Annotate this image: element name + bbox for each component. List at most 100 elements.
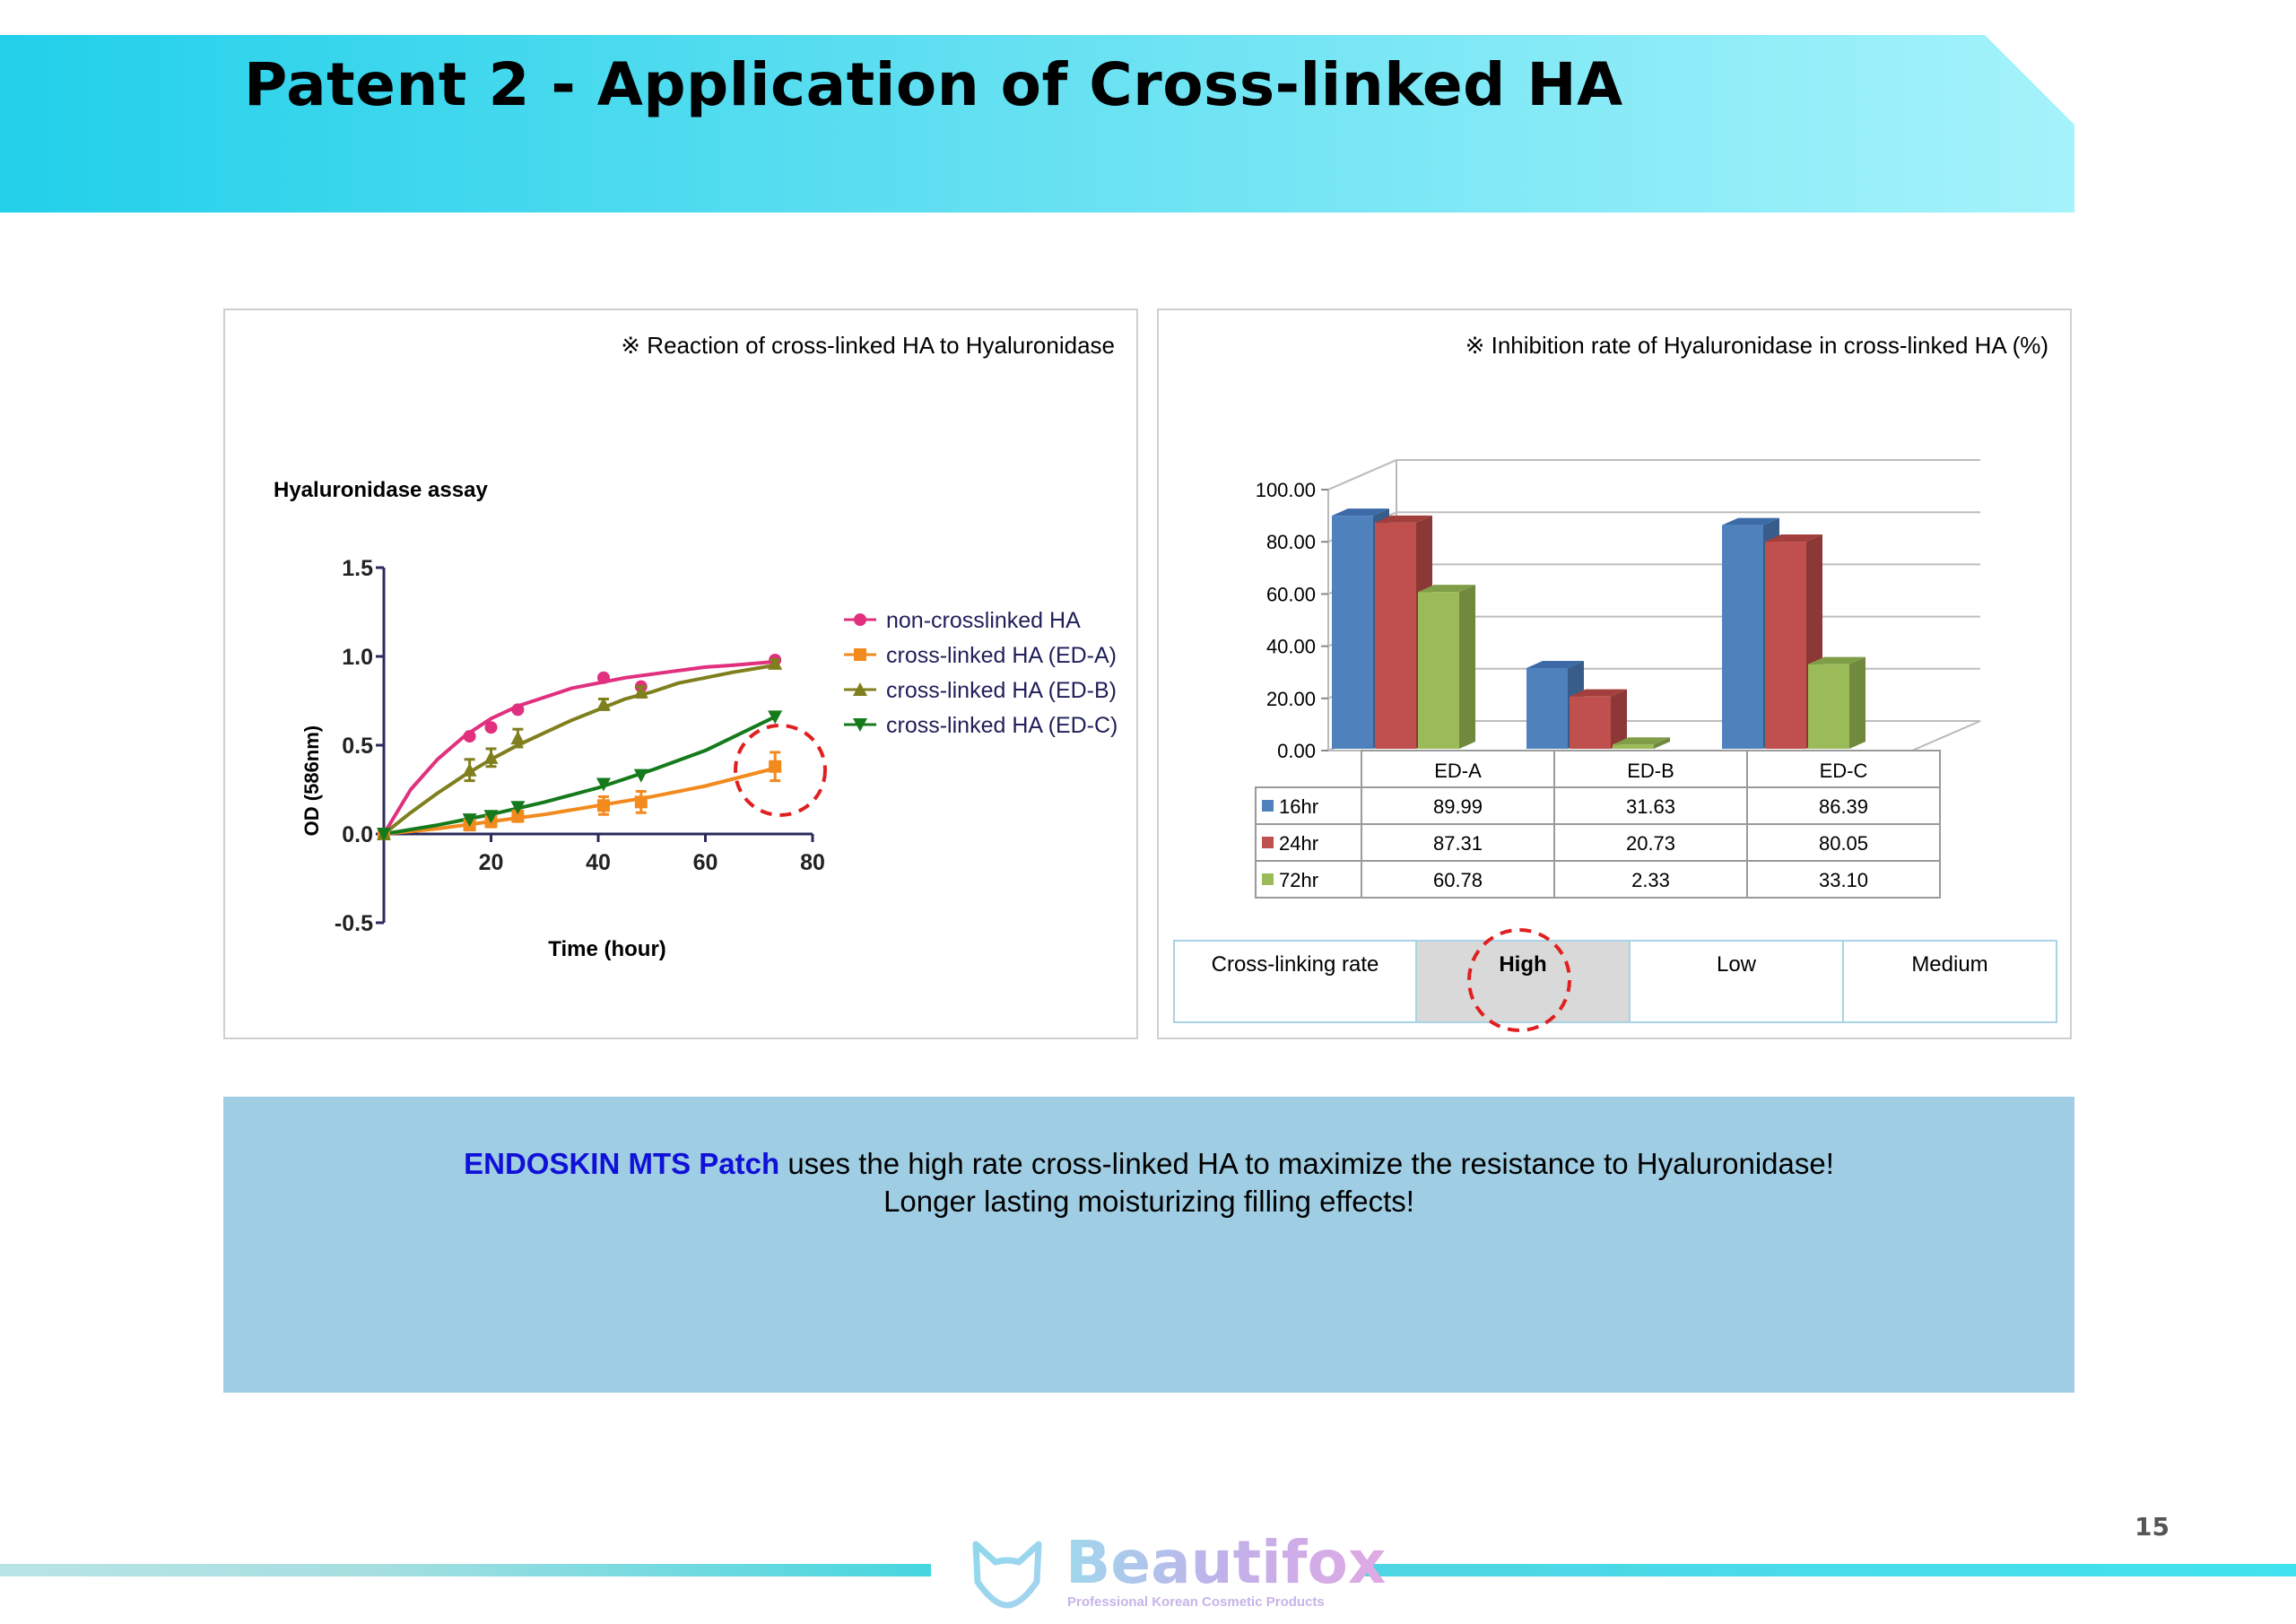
x-axis-label: Time (hour) xyxy=(548,937,666,961)
bar-72hr-ED-C xyxy=(1808,656,1866,749)
data-point xyxy=(769,760,782,773)
bar-top xyxy=(1526,660,1584,668)
table-header: ED-C xyxy=(1820,760,1868,782)
row-label: 72hr xyxy=(1279,869,1318,891)
panel-caption: ※ Inhibition rate of Hyaluronidase in cr… xyxy=(1465,332,2048,359)
legend-label: cross-linked HA (ED-B) xyxy=(886,678,1117,703)
crosslink-cell xyxy=(1629,940,1844,1023)
data-point xyxy=(596,697,611,711)
panel-caption: ※ Reaction of cross-linked HA to Hyaluro… xyxy=(621,332,1115,359)
data-point xyxy=(633,684,648,699)
bar-front xyxy=(1765,542,1806,749)
row-label: 16hr xyxy=(1279,795,1318,818)
data-point xyxy=(768,710,783,725)
y-tick-label: 80.00 xyxy=(1266,531,1316,553)
legend-label: cross-linked HA (ED-C) xyxy=(886,713,1118,738)
y-tick-label: -0.5 xyxy=(335,911,373,936)
crosslink-cell xyxy=(1173,940,1417,1023)
legend-swatch xyxy=(1262,873,1274,885)
bar-top xyxy=(1375,515,1432,523)
y-tick-label: 60.00 xyxy=(1266,583,1316,605)
data-point xyxy=(853,682,867,696)
table-cell xyxy=(1746,860,1941,899)
bar-front xyxy=(1332,516,1373,749)
table-value: 87.31 xyxy=(1433,832,1483,855)
crosslink-value: Medium xyxy=(1911,952,1987,977)
y-tick-label: 100.00 xyxy=(1256,479,1316,501)
y-axis: 0.00 20.00 40.00 60.00 80.00 100.00 xyxy=(1256,479,1328,762)
inhibition-rate-panel: ※ Inhibition rate of Hyaluronidase in cr… xyxy=(1157,308,2072,1039)
series-line xyxy=(382,659,776,836)
hyaluronidase-reaction-panel: ※ Reaction of cross-linked HA to Hyaluro… xyxy=(223,308,1138,1039)
table-value: 60.78 xyxy=(1433,869,1483,891)
data-point xyxy=(596,777,611,792)
highlight-circle xyxy=(734,724,827,817)
y-tick-label: 0.00 xyxy=(1277,740,1316,762)
data-point xyxy=(377,828,391,841)
table-header: ED-A xyxy=(1434,760,1482,782)
x-tick-label: 20 xyxy=(479,850,504,875)
chart-curves xyxy=(382,659,777,836)
data-point xyxy=(853,718,867,732)
crosslink-cell xyxy=(1415,940,1631,1023)
crosslink-value: High xyxy=(1499,952,1546,977)
summary-text: uses the high rate cross-linked HA to ma… xyxy=(779,1147,1834,1180)
legend-swatch xyxy=(1262,800,1274,812)
data-table: ED-A ED-B ED-C 16hr 89.99 31.63 86.39 24hr 87.31… xyxy=(1255,750,1941,899)
data-point xyxy=(511,810,525,823)
data-point xyxy=(483,810,499,824)
table-cell xyxy=(1361,750,1555,788)
data-point xyxy=(511,703,525,716)
bar-front xyxy=(1613,744,1654,749)
chart-bars xyxy=(1332,508,1866,749)
table-cell xyxy=(1553,860,1748,899)
table-value: 2.33 xyxy=(1631,869,1670,891)
data-point xyxy=(633,769,648,783)
table-cell xyxy=(1553,786,1748,825)
table-value: 33.10 xyxy=(1819,869,1868,891)
table-value: 80.05 xyxy=(1819,832,1868,855)
table-value: 89.99 xyxy=(1433,795,1483,818)
data-point xyxy=(596,799,610,812)
brand-name: ENDOSKIN MTS Patch xyxy=(464,1147,780,1180)
table-cell xyxy=(1746,786,1941,825)
y-axis-label: OD (586nm) xyxy=(300,725,323,836)
bar-top xyxy=(1332,508,1389,517)
y-tick-label: 1.0 xyxy=(342,645,373,670)
crosslink-value: Low xyxy=(1717,952,1757,977)
legend-label: non-crosslinked HA xyxy=(886,608,1081,633)
bar-side xyxy=(1849,656,1866,749)
bar-72hr-ED-A xyxy=(1418,585,1475,749)
bar-top xyxy=(1722,517,1779,525)
data-point xyxy=(510,801,526,815)
summary-box: ENDOSKIN MTS Patch uses the high rate cr… xyxy=(223,1097,2074,1393)
table-value: 20.73 xyxy=(1626,832,1675,855)
data-point xyxy=(854,613,866,626)
bar-top xyxy=(1570,689,1627,697)
data-point xyxy=(484,721,498,734)
highlight-circle xyxy=(1467,928,1571,1032)
bar-front xyxy=(1526,667,1568,749)
footer-line-right xyxy=(1365,1564,2296,1576)
crosslink-label: Cross-linking rate xyxy=(1212,952,1379,977)
logo-wordmark: Beautifox xyxy=(1065,1528,1387,1597)
bar-24hr-ED-B xyxy=(1570,689,1627,749)
summary-line-2: Longer lasting moisturizing filling effe… xyxy=(883,1185,1414,1218)
table-cell xyxy=(1746,750,1941,788)
x-tick-label: 80 xyxy=(800,850,825,875)
table-value: 86.39 xyxy=(1819,795,1868,818)
bar-top xyxy=(1808,656,1866,664)
bar-front xyxy=(1418,592,1459,749)
legend-label: cross-linked HA (ED-A) xyxy=(886,643,1117,668)
bar-front xyxy=(1570,696,1611,749)
table-cell xyxy=(1553,823,1748,862)
bar-front xyxy=(1808,664,1849,749)
footer-line-left xyxy=(0,1564,931,1576)
hyaluronidase-assay-chart: Hyaluronidase assay -0.5 0.0 0.5 1.0 1.5 20 40… xyxy=(274,478,1118,961)
bar-top xyxy=(1418,585,1475,593)
legend-swatch xyxy=(1262,837,1274,848)
brand-logo: Beautifox Professional Korean Cosmetic P… xyxy=(967,1528,1386,1616)
data-point xyxy=(768,656,783,670)
data-point xyxy=(596,671,610,684)
